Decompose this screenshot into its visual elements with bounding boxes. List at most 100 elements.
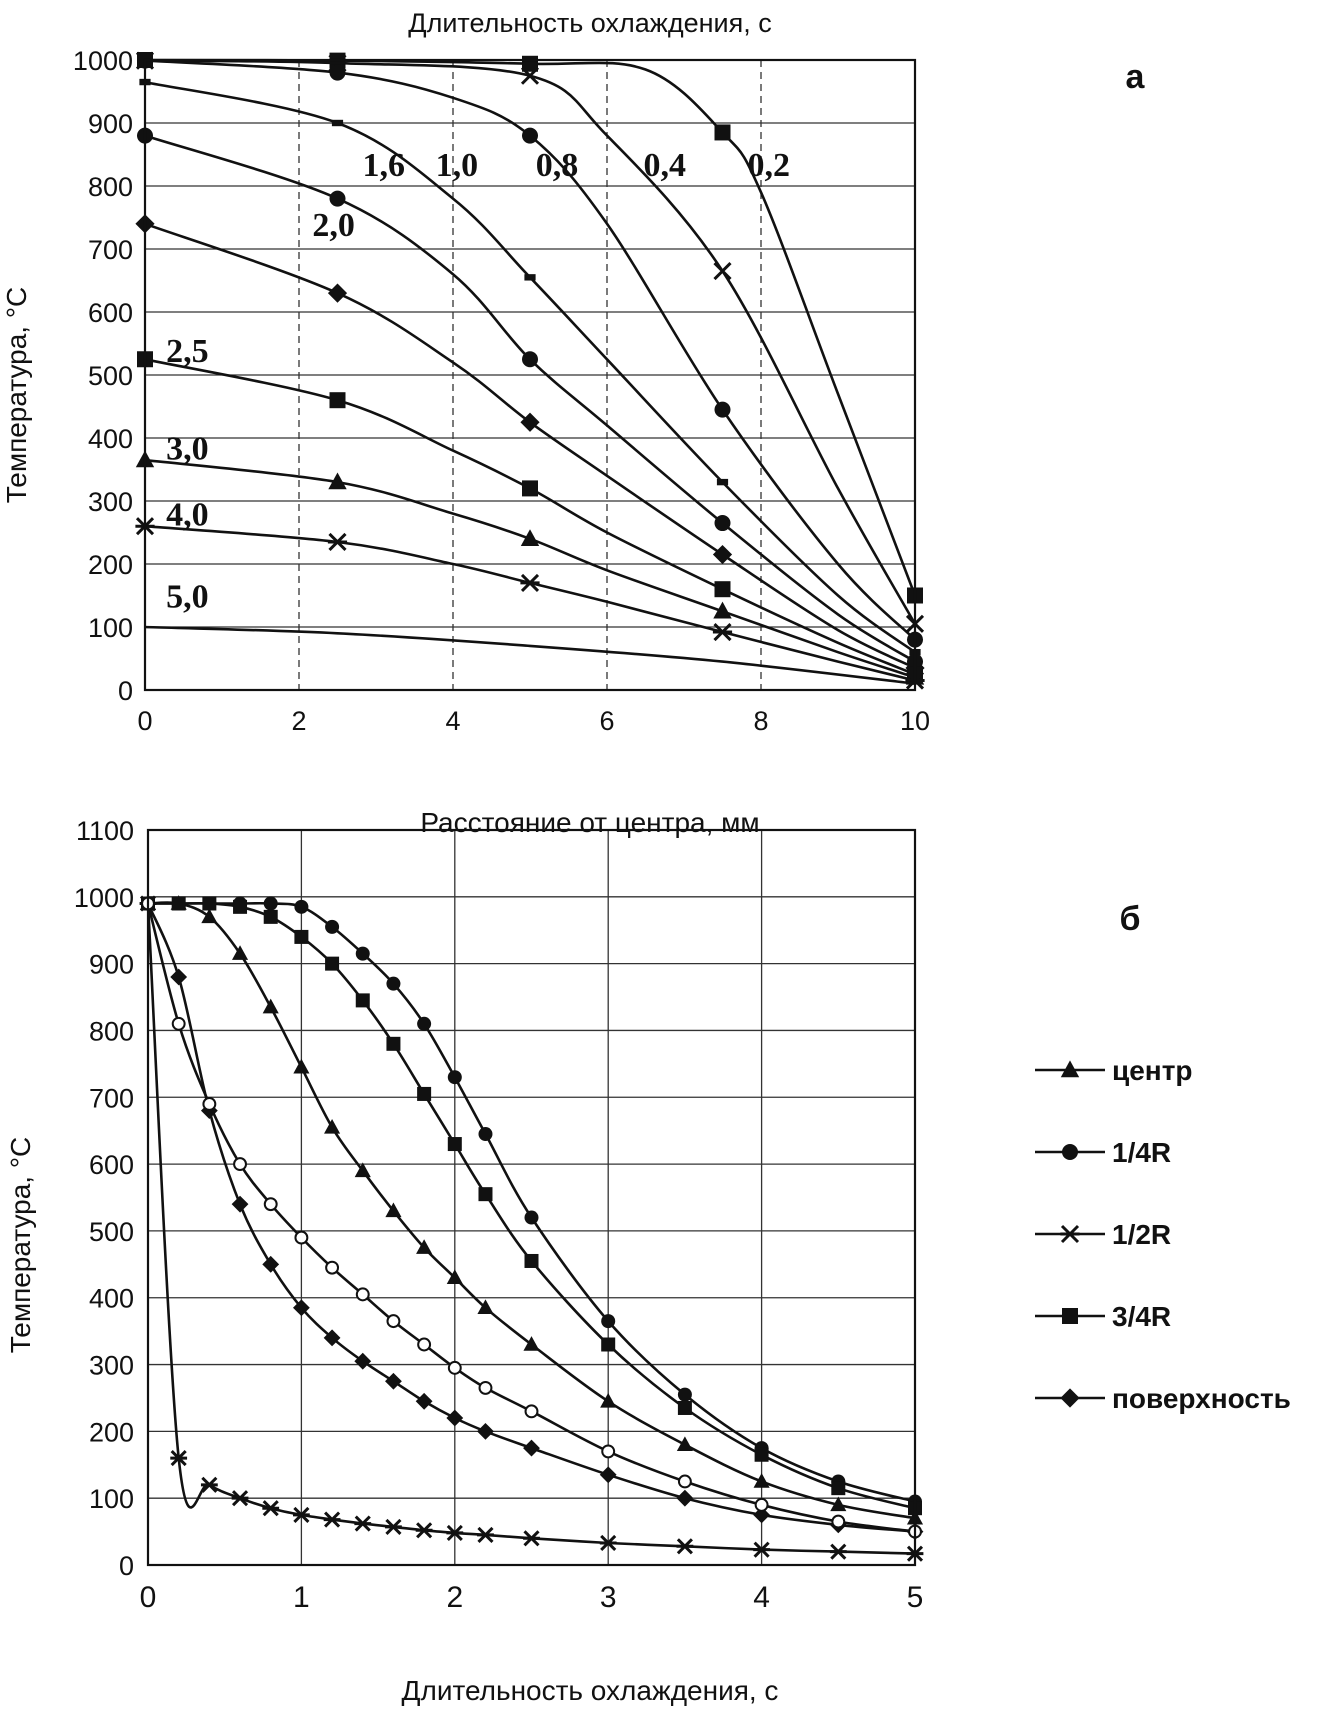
chart-a-grid <box>145 59 915 690</box>
chart-b-point <box>171 1016 186 1031</box>
chart-a-curve-label: 0,4 <box>644 147 687 184</box>
chart-b-point <box>446 1269 463 1284</box>
chart-b-legend-item: центр <box>1035 1055 1193 1086</box>
chart-b-x-tick-label: 4 <box>753 1581 770 1614</box>
chart-b-point <box>477 1422 494 1440</box>
chart-b-point <box>386 976 401 991</box>
chart-b-point <box>354 1162 371 1178</box>
chart-b-y-tick-label: 1000 <box>74 883 134 913</box>
chart-b-point <box>324 1118 341 1134</box>
chart-b-point <box>415 1522 433 1539</box>
chart-b-point <box>354 1352 372 1370</box>
chart-a-point <box>713 601 732 619</box>
chart-a-series-line-3 <box>144 59 916 641</box>
chart-a-curve-labels: 0,2 0,4 0,8 1,0 1,62,0 2,5 3,0 4,0 5,0 <box>166 147 790 616</box>
chart-b-point <box>523 1530 540 1547</box>
chart-a-title: Длительность охлаждения, с <box>408 8 771 38</box>
chart-a-point <box>714 515 731 532</box>
chart-a-point <box>713 261 732 281</box>
chart-a-y-tick-label: 400 <box>88 424 133 454</box>
chart-a-curve-label: 5,0 <box>166 579 209 616</box>
chart-a-series-group <box>135 51 925 690</box>
chart-b-point <box>263 909 278 924</box>
chart-a-point <box>329 190 346 207</box>
chart-b-point <box>831 1514 846 1529</box>
chart-b-point <box>415 1392 433 1410</box>
chart-b-point <box>417 1016 432 1031</box>
chart-b-point <box>202 896 217 911</box>
chart-a-point <box>328 472 347 490</box>
chart-b-point <box>202 1097 217 1111</box>
chart-a-point <box>524 274 536 281</box>
chart-b-point <box>754 1497 769 1512</box>
chart-b-point <box>524 1210 539 1225</box>
chart-b-point <box>830 1496 847 1512</box>
chart-b-x-tick-label: 2 <box>446 1581 463 1614</box>
chart-b-series-line-1 <box>147 901 916 1520</box>
chart-b-point <box>601 1314 616 1329</box>
chart-a-point <box>327 532 348 552</box>
chart-b-point <box>200 1476 218 1493</box>
chart-b-point <box>323 1329 341 1347</box>
chart-a-point <box>520 529 540 546</box>
chart-a-x-axis-label: Расстояние от центра, мм <box>420 807 759 838</box>
chart-b-point <box>478 1127 493 1142</box>
chart-b-point <box>294 1230 309 1245</box>
chart-b-point <box>477 1526 494 1543</box>
chart-b-point <box>753 1541 770 1558</box>
chart-b-point <box>677 1474 692 1489</box>
chart-a-curve-label: 2,5 <box>166 333 209 370</box>
chart-b-point <box>293 1058 310 1074</box>
chart-b-x-tick-label: 1 <box>293 1581 310 1614</box>
chart-b-point <box>754 1447 769 1462</box>
chart-a-point <box>520 66 540 85</box>
chart-b-point <box>478 1380 493 1395</box>
chart-a-point <box>714 581 731 598</box>
chart-b-x-tick-label: 3 <box>600 1581 617 1614</box>
chart-b-point <box>293 1299 310 1317</box>
chart-a-frame <box>143 58 917 692</box>
chart-b-point <box>263 896 278 911</box>
chart-b-point <box>233 1157 247 1172</box>
chart-a-series-line-10 <box>144 625 916 685</box>
chart-b-legend-item: 1/4R <box>1035 1137 1171 1168</box>
chart-b-point <box>386 1314 401 1329</box>
chart-b-point <box>231 1490 249 1507</box>
chart-b-point <box>600 1392 617 1408</box>
chart-b-point <box>385 1372 402 1390</box>
chart-a-x-tick-label: 4 <box>445 706 460 736</box>
chart-a-point <box>522 480 538 497</box>
chart-a-point <box>327 283 348 303</box>
chart-a-point <box>520 412 540 432</box>
chart-a-curve-label: 1,0 <box>436 147 479 184</box>
chart-b-y-tick-label: 900 <box>89 950 134 980</box>
chart-b-x-tick-label: 0 <box>140 1581 157 1614</box>
chart-b-point <box>231 945 249 960</box>
chart-a-point <box>329 392 346 409</box>
chart-b-legend-label: 1/2R <box>1112 1219 1171 1250</box>
chart-b-legend-marker <box>1060 1388 1080 1408</box>
chart-b-x-axis-label: Длительность охлаждения, с <box>402 1675 779 1706</box>
chart-b-legend-label: поверхность <box>1112 1383 1291 1414</box>
chart-b-point <box>355 1287 370 1302</box>
chart-b-point <box>385 1202 402 1218</box>
chart-b-point <box>599 1534 617 1552</box>
chart-b-legend-label: 3/4R <box>1112 1301 1171 1332</box>
chart-a-panel-label: а <box>1126 58 1146 96</box>
chart-a-point <box>329 64 346 81</box>
chart-b-point <box>417 1337 432 1352</box>
chart-b-series-line-6 <box>146 903 916 1533</box>
chart-a-curve-label: 2,0 <box>312 207 355 244</box>
chart-a-y-tick-label: 1000 <box>73 46 133 76</box>
chart-b-point <box>677 1387 692 1402</box>
chart-b-y-tick-label: 700 <box>89 1083 134 1113</box>
chart-b-point <box>446 1524 464 1541</box>
chart-b-point <box>262 1255 280 1273</box>
chart-b-legend-marker <box>1060 1224 1080 1244</box>
chart-b-point <box>325 956 340 971</box>
chart-b-point <box>524 1253 539 1268</box>
chart-b-legend-label: центр <box>1112 1055 1193 1086</box>
chart-b-y-tick-label: 1100 <box>76 816 134 846</box>
chart-b-legend-label: 1/4R <box>1112 1137 1171 1168</box>
